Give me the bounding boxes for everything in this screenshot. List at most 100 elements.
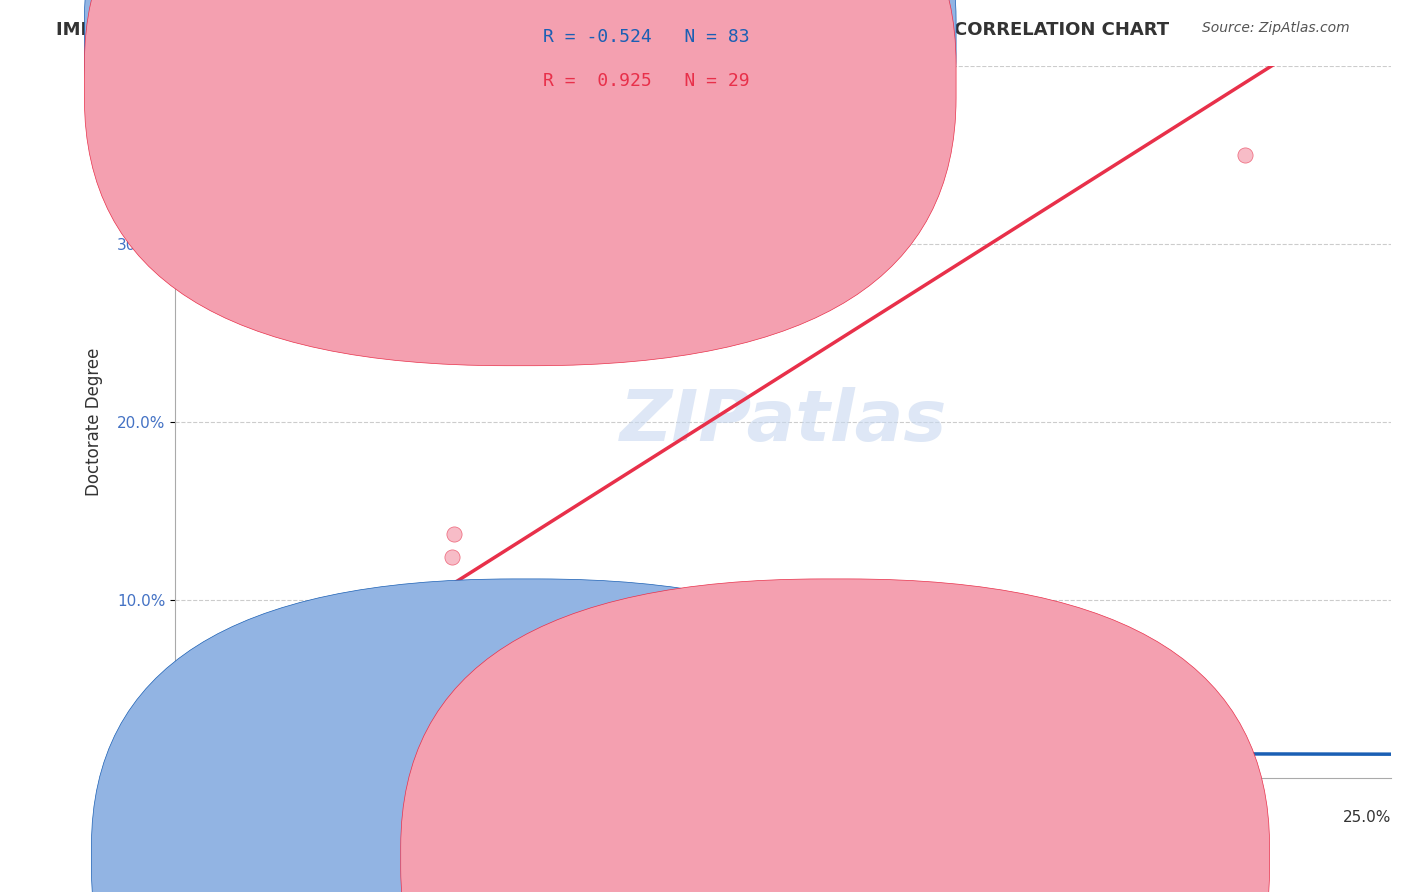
Point [264,749,287,764]
Point [222,736,245,750]
Point [278,734,301,748]
Point [297,755,319,769]
Point [215,675,238,690]
Point [290,684,312,698]
Point [598,740,620,755]
Point [188,739,211,754]
Point [217,726,239,740]
Point [211,745,233,759]
Text: Immigrants from Jamaica: Immigrants from Jamaica [546,850,738,864]
Point [425,699,447,714]
Point [177,737,200,751]
Point [444,605,467,619]
Point [307,759,329,773]
Point [231,734,253,748]
Point [236,740,259,755]
Point [215,748,238,763]
Point [176,749,198,764]
Point [176,724,198,739]
Point [405,753,427,767]
Point [179,732,201,747]
Point [673,766,696,780]
Point [232,747,254,762]
Point [322,771,344,785]
Point [295,742,318,756]
Point [380,747,402,761]
Point [655,755,678,769]
Point [492,755,515,769]
Text: IMMIGRANTS FROM JAMAICA VS IMMIGRANTS FROM SAUDI ARABIA DOCTORATE DEGREE CORRELA: IMMIGRANTS FROM JAMAICA VS IMMIGRANTS FR… [56,21,1170,38]
Point [796,201,818,215]
Point [675,747,697,761]
Point [229,761,252,775]
Point [280,746,302,760]
Point [422,737,444,751]
Point [1234,147,1257,161]
Point [574,748,596,763]
Point [191,741,214,756]
Point [443,527,465,541]
Point [215,756,238,770]
Point [229,735,252,749]
Point [356,730,378,744]
Point [219,758,242,772]
Point [301,726,323,740]
Point [270,729,292,743]
Point [173,758,195,772]
Point [349,630,371,644]
Point [183,749,205,764]
Point [214,744,236,758]
Point [297,758,319,772]
Point [197,737,219,751]
Point [796,733,818,747]
Point [208,741,231,756]
Point [419,595,441,609]
Point [186,747,208,762]
Point [478,612,501,626]
Point [174,708,197,723]
Point [332,771,354,785]
Point [440,550,463,565]
Point [371,608,394,623]
Point [212,756,235,770]
Point [285,706,308,720]
Point [186,765,208,780]
Point [174,748,197,763]
Point [277,673,299,688]
Point [271,725,294,739]
Point [169,751,191,765]
Point [246,732,269,747]
Point [172,752,194,766]
Point [169,723,191,737]
Point [263,721,285,735]
Point [249,740,271,755]
Point [322,668,344,682]
Text: 25.0%: 25.0% [1343,810,1391,824]
Point [411,734,433,748]
Point [179,748,201,763]
Text: 0.0%: 0.0% [176,810,214,824]
Point [200,757,222,772]
Point [253,748,276,763]
Point [194,745,217,759]
Point [354,734,377,748]
Point [194,750,217,764]
Point [198,723,221,738]
Point [256,676,278,690]
Text: Source: ZipAtlas.com: Source: ZipAtlas.com [1202,21,1350,35]
Point [176,724,198,739]
Point [515,751,537,765]
Point [172,739,194,754]
Point [187,756,209,770]
Point [401,728,423,742]
Point [603,756,626,771]
Point [222,750,245,764]
Point [295,659,318,673]
Point [380,759,402,773]
Point [536,749,558,764]
Text: Immigrants from Saudi Arabia: Immigrants from Saudi Arabia [856,850,1087,864]
Point [183,762,205,776]
Point [195,747,218,762]
Text: R =  0.925   N = 29: R = 0.925 N = 29 [543,72,749,90]
Point [201,759,224,773]
